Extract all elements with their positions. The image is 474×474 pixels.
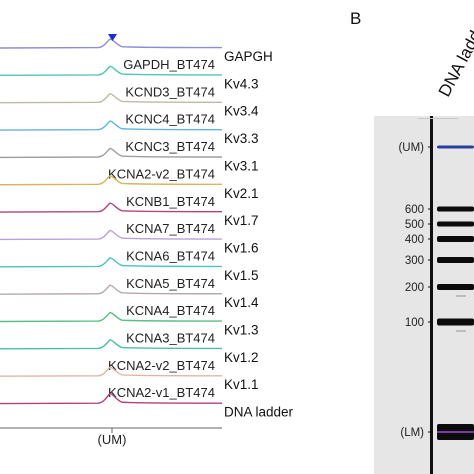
gel-band (437, 221, 474, 227)
trace-line (0, 392, 223, 405)
gene-label: Kv1.3 (224, 323, 259, 338)
sample-label: KCNA2-v1_BT474 (108, 385, 215, 400)
gel-band-marker-stripe (437, 431, 474, 433)
trace-row: KCNA6_BT474 Kv1.6 (0, 229, 259, 263)
sample-label: KCNA2-v2_BT474 (108, 358, 215, 373)
panel-b-label: B (350, 9, 361, 28)
trace-line (0, 284, 223, 295)
gene-label: Kv1.7 (224, 213, 259, 228)
gel-band (437, 318, 474, 326)
gene-label: Kv1.6 (224, 240, 259, 255)
trace-row: KCNA5_BT474 Kv1.5 (0, 257, 259, 291)
trace-line (0, 65, 223, 77)
gel-band (437, 257, 474, 263)
upper-marker-icon (108, 34, 117, 41)
gel-marker-label: 500 (405, 219, 424, 231)
gel-marker-label: 600 (405, 204, 424, 216)
trace-row: KCNA3_BT474 Kv1.3 (0, 311, 259, 346)
gel-marker-label: (UM) (398, 142, 424, 154)
trace-row: KCNA2-v1_BT474 Kv1.1 (0, 366, 259, 400)
gene-label: Kv3.4 (224, 104, 259, 119)
trace-line (0, 38, 223, 49)
gel-band (437, 206, 474, 212)
trace-line (0, 147, 223, 159)
lane-title: DNA ladder (435, 14, 474, 100)
trace-line (0, 202, 223, 213)
gene-label: Kv1.1 (224, 377, 259, 392)
trace-line (0, 257, 223, 268)
trace-row: KCND3_BT474 Kv4.3 (0, 65, 259, 99)
trace-row: KCNC3_BT474 Kv3.3 (0, 120, 259, 154)
gel-marker-label: (LM) (400, 427, 424, 439)
gel-lane: (UM) 600 500 400 300 200 100 (LM) (398, 142, 474, 440)
gene-label: Kv1.5 (224, 268, 259, 283)
sample-label: KCNA4_BT474 (126, 303, 215, 318)
gene-label: GAPGH (224, 49, 273, 64)
gel-marker-label: 300 (405, 255, 424, 267)
gene-label: Kv3.3 (224, 131, 259, 146)
trace-line (0, 311, 223, 323)
x-axis-label: (UM) (98, 432, 127, 447)
trace-line (0, 229, 223, 241)
trace-stack: GAPDH_BT474GAPGHKCND3_BT474Kv4.3KCNC4_BT… (0, 38, 294, 420)
trace-line (0, 175, 223, 186)
sample-label: GAPDH_BT474 (123, 57, 215, 72)
gel-lane-divider (430, 116, 433, 474)
trace-row: GAPDH_BT474 GAPGH (0, 38, 273, 72)
trace-line (0, 120, 223, 131)
sample-label: KCNA2-v2_BT474 (108, 166, 215, 181)
sample-label: KCNC3_BT474 (125, 139, 215, 154)
gene-label: Kv1.2 (224, 350, 259, 365)
sample-label: KCNA5_BT474 (126, 276, 215, 291)
gel-marker-label: 200 (405, 282, 424, 294)
trace-line (0, 92, 223, 104)
gene-label: Kv3.1 (224, 158, 259, 173)
trace-row: KCNA4_BT474 Kv1.4 (0, 284, 259, 318)
gene-label: Kv2.1 (224, 186, 259, 201)
sample-label: KCNB1_BT474 (126, 194, 215, 209)
sample-label: KCND3_BT474 (125, 84, 215, 99)
gel-marker-label: 400 (405, 234, 424, 246)
gel-band (437, 236, 474, 242)
trace-row: KCNC4_BT474 Kv3.4 (0, 92, 259, 127)
trace-row: DNA ladder (0, 392, 294, 420)
gel-marker-label: 100 (405, 317, 424, 329)
sample-label: KCNA7_BT474 (126, 221, 215, 236)
sample-label: KCNA3_BT474 (126, 331, 215, 346)
trace-row: KCNB1_BT474 Kv2.1 (0, 175, 259, 209)
faint-band (456, 330, 466, 332)
sample-label: KCNC4_BT474 (125, 112, 215, 127)
gel-band (437, 284, 474, 290)
trace-line (0, 366, 223, 377)
gene-label: Kv4.3 (224, 76, 259, 91)
trace-line (0, 339, 223, 350)
sample-label: KCNA6_BT474 (126, 248, 215, 263)
gene-label: DNA ladder (224, 405, 294, 420)
gel-lane-edge (418, 118, 458, 119)
trace-row: KCNA7_BT474 Kv1.7 (0, 202, 259, 236)
gene-label: Kv1.4 (224, 295, 259, 310)
gel-band (437, 145, 474, 149)
faint-band (456, 295, 466, 297)
trace-row: KCNA2-v2_BT474 Kv1.2 (0, 339, 259, 373)
trace-row: KCNA2-v2_BT474 Kv3.1 (0, 147, 259, 181)
